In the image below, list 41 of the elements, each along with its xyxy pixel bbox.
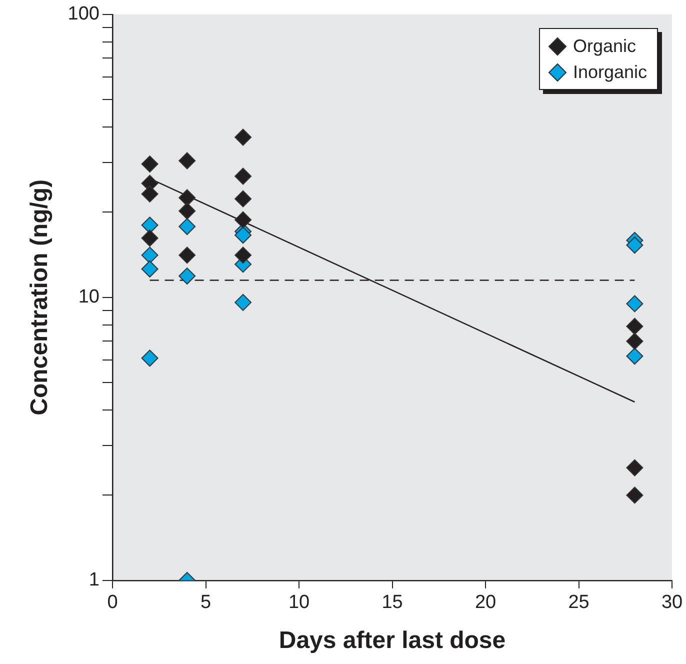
point (234, 211, 252, 228)
point (626, 236, 644, 254)
point (141, 216, 158, 234)
point (234, 128, 252, 146)
x-tick-label: 5 (200, 592, 212, 614)
point (141, 350, 158, 367)
x-tick-label: 20 (474, 592, 496, 614)
point (234, 294, 252, 311)
point (141, 246, 158, 264)
point (178, 246, 196, 264)
x-tick-label: 15 (382, 592, 403, 614)
point (141, 260, 158, 278)
point (178, 268, 196, 285)
legend-label: Organic (573, 35, 636, 58)
point (626, 318, 644, 335)
x-tick-label: 0 (107, 592, 118, 614)
point (141, 156, 158, 173)
x-tick-label: 25 (568, 592, 590, 614)
x-tick-label: 10 (288, 592, 310, 614)
point (234, 226, 252, 244)
point (234, 168, 252, 185)
point (178, 152, 196, 170)
point (141, 185, 158, 202)
x-tick-label: 30 (661, 592, 683, 614)
point (626, 486, 644, 504)
point (626, 348, 644, 365)
point (626, 295, 644, 312)
point (178, 218, 196, 236)
y-axis-title: Concentration (ng/g) (26, 179, 54, 416)
point (626, 459, 644, 476)
point (178, 189, 196, 206)
legend-label: Inorganic (573, 61, 648, 84)
point (234, 190, 252, 208)
x-axis-title: Days after last dose (278, 627, 506, 654)
point (234, 246, 252, 264)
point (141, 230, 158, 247)
y-tick-label: 1 (88, 570, 100, 591)
y-tick-label: 100 (68, 4, 100, 25)
point (626, 332, 644, 350)
point (178, 202, 196, 220)
y-tick-label: 10 (78, 286, 100, 308)
